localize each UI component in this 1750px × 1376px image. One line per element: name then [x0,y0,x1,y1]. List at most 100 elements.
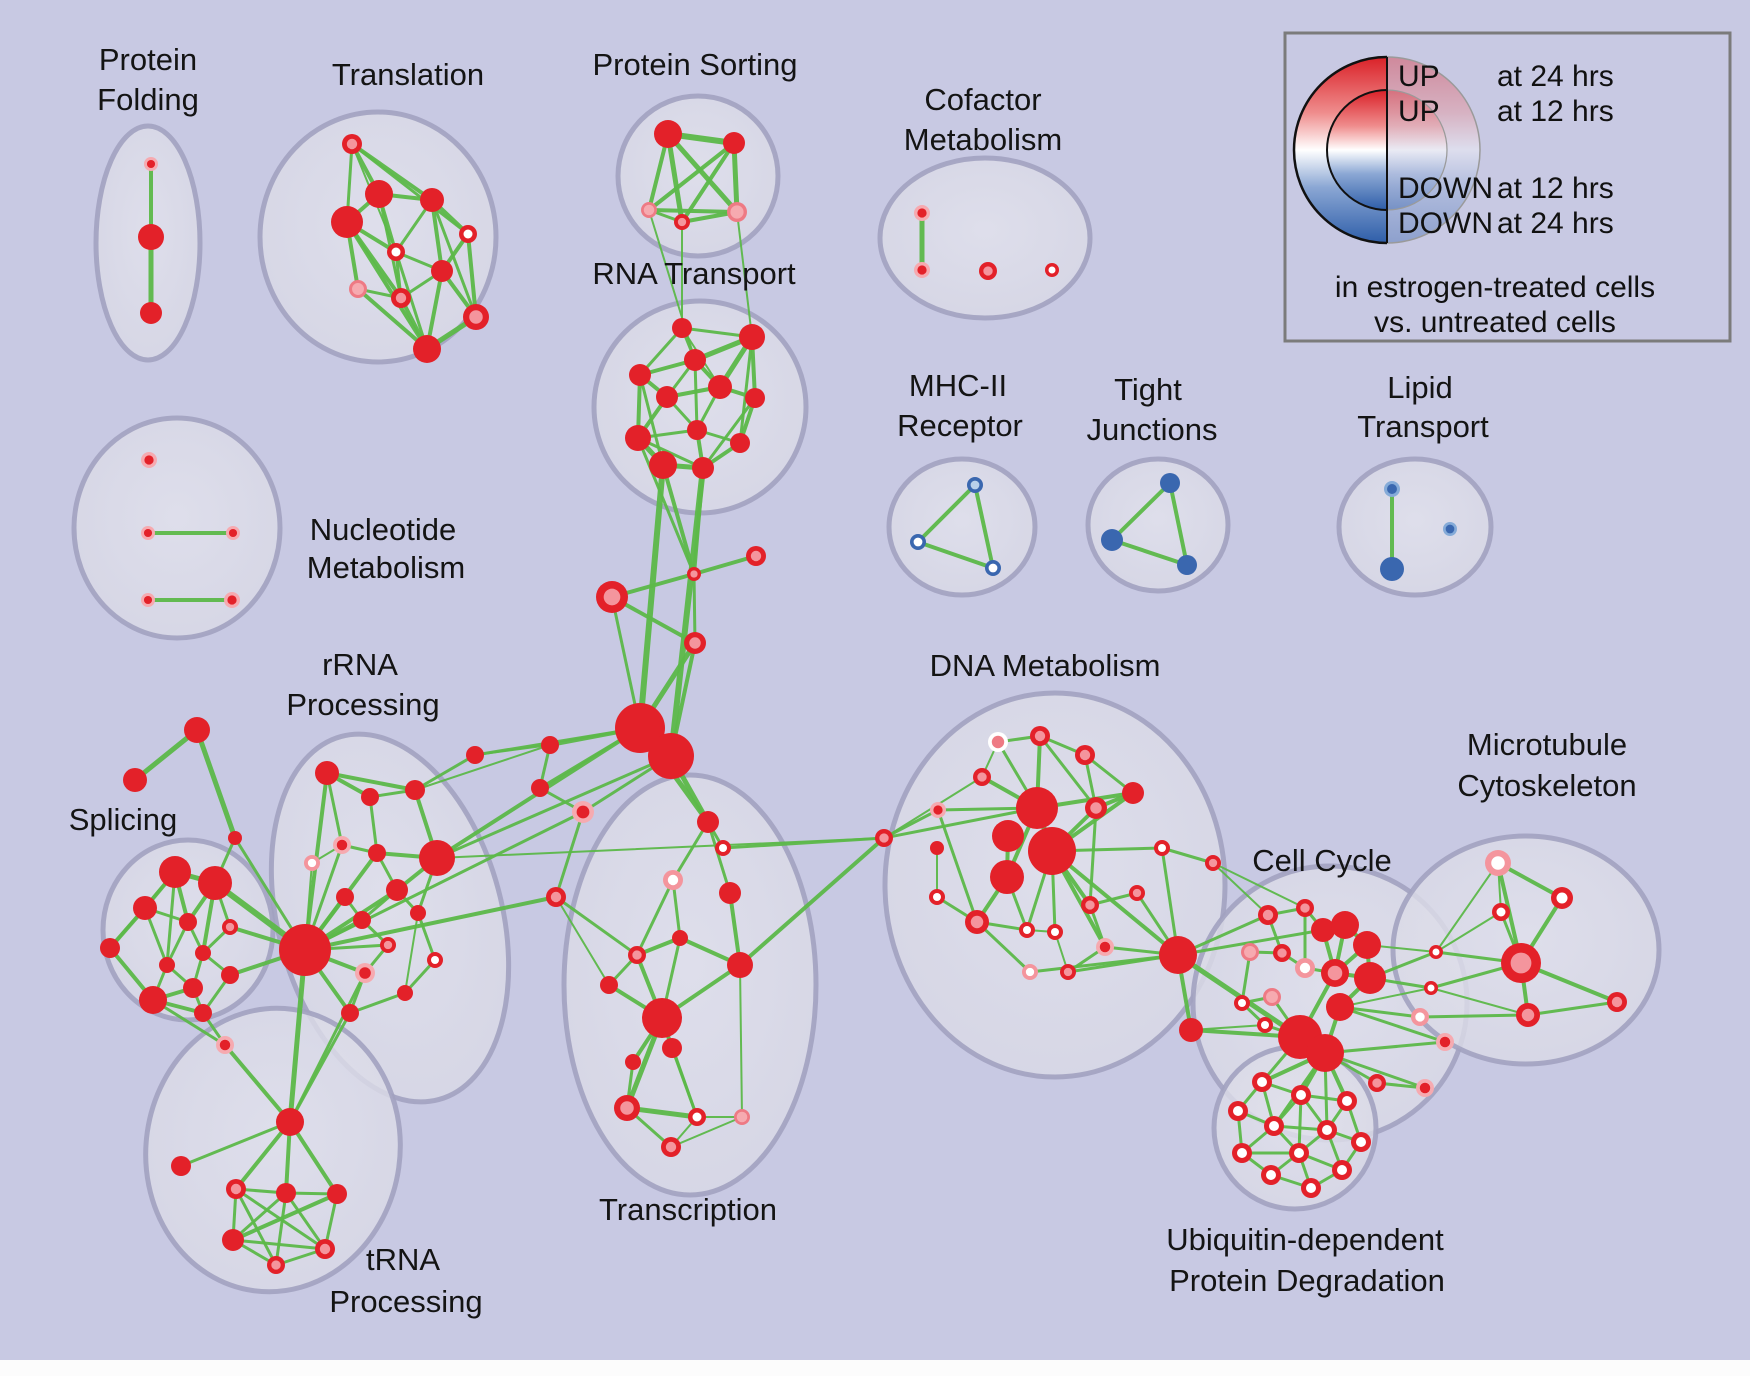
network-node-mh1 [967,477,983,493]
network-edge [132,727,200,783]
network-edge [356,287,429,351]
network-node-m2 [1551,887,1573,909]
network-node-tn5 [315,1239,335,1259]
network-node-pf1 [144,157,158,171]
cluster-bubble-lipid-transport [1336,456,1494,598]
network-node-r5 [708,375,732,399]
network-node-tn1 [226,1179,246,1199]
network-edge [736,211,753,338]
cluster-label: MHC-II [909,368,1007,403]
network-edge [661,463,696,576]
network-node-rr11 [410,905,426,921]
network-node-s5 [179,913,197,931]
network-edge [348,991,407,1015]
cluster-label: Cell Cycle [1252,843,1392,878]
network-node-tn4 [222,1229,244,1251]
network-node-t10 [463,304,489,330]
network-edge [234,1120,292,1191]
network-edge [274,1191,288,1267]
network-edge [1212,862,1269,916]
network-node-d7 [1085,797,1107,819]
network-edge [916,483,977,544]
network-node-r2 [739,324,765,350]
cluster-label: Metabolism [307,550,466,585]
network-node-cc5 [1353,931,1381,959]
network-edge [1323,1040,1447,1055]
network-node-ps1 [654,120,682,148]
network-node-tj2 [1101,529,1123,551]
network-node-d9 [992,820,1024,852]
network-node-m7 [1607,992,1627,1012]
network-edge [1418,1013,1530,1019]
network-node-d10 [1028,827,1076,875]
network-node-t2 [365,180,393,208]
network-node-s6 [222,919,238,935]
network-node-rr7 [419,840,455,876]
network-node-rr12 [380,937,396,953]
network-node-t7 [431,260,453,282]
network-edge [1435,862,1499,953]
network-node-tj1 [1160,473,1180,493]
cluster-labels: Protein Folding Translation Protein Sorting… [69,42,1637,1319]
network-node-cc24 [1416,1079,1434,1097]
network-edge [680,141,736,224]
network-node-rr8 [336,888,354,906]
cluster-label: Processing [286,687,439,722]
legend-time-label: at 12 hrs [1497,95,1614,128]
network-edge [1339,987,1432,1008]
network-node-rr1 [315,761,339,785]
cluster-label: Cofactor [924,82,1041,117]
legend-time-label: at 12 hrs [1497,172,1614,205]
cluster-label: Protein Degradation [1169,1263,1445,1298]
network-node-x0 [466,746,484,764]
network-node-d8 [1016,787,1058,829]
network-node-s10 [183,978,203,998]
network-edge [670,1116,743,1148]
network-node-d3 [1075,745,1095,765]
network-node-d17 [1081,896,1099,914]
network-edge [404,912,419,994]
network-node-u1 [1252,1072,1272,1092]
network-edge [231,1191,288,1242]
network-edge [670,1046,699,1119]
network-edge [975,920,1032,974]
network-edge [647,208,739,214]
network-edge [284,1191,327,1251]
network-node-tr16 [661,1137,681,1157]
legend-direction-label: DOWN [1398,207,1493,240]
network-edge [1190,1024,1266,1031]
network-nodes [100,120,1627,1274]
network-node-rr10 [353,911,371,929]
network-node-d18 [1129,885,1145,901]
network-node-tr15 [734,1109,750,1125]
legend-inner-circle-right [1387,89,1448,211]
network-node-d4 [973,768,991,786]
network-node-tr14 [688,1108,706,1126]
network-edge [345,220,429,351]
network-node-x3 [572,801,594,823]
network-edge [231,1192,339,1242]
network-node-cc6 [1241,943,1259,961]
network-node-u10 [1332,1160,1352,1180]
network-node-rr5 [304,855,320,871]
network-edge [555,896,610,986]
network-edge [671,820,710,882]
network-node-tn6 [267,1256,285,1274]
network-edge [1435,911,1502,953]
legend-direction-label: DOWN [1398,172,1493,205]
network-node-tr6 [672,930,688,946]
network-node-cc7 [1273,944,1291,962]
network-node-cf4 [1045,263,1059,277]
network-edge [325,771,344,847]
network-node-u6 [1317,1120,1337,1140]
network-node-s2 [198,866,232,900]
network-edge [1338,1005,1447,1044]
network-edge [706,820,732,895]
network-edge [325,771,417,792]
network-node-tnhub [276,1108,304,1136]
network-edge [665,131,740,215]
network-node-tr10 [642,998,682,1038]
network-edge [1110,481,1172,542]
